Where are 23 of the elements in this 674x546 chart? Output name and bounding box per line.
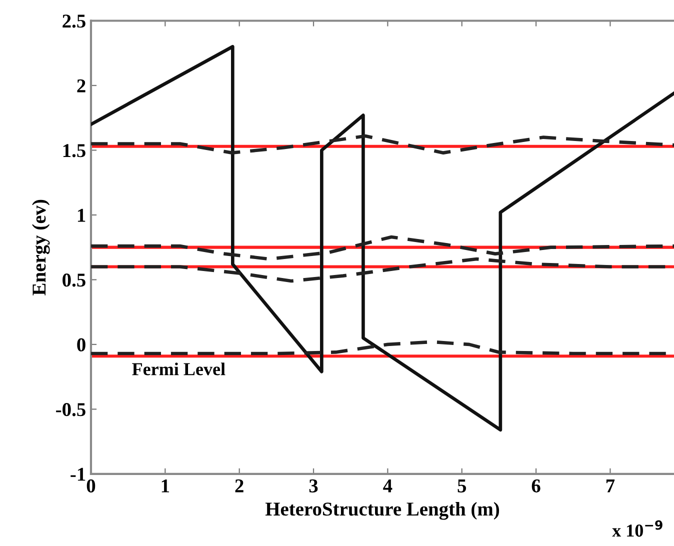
- y-tick-label: 2: [77, 79, 86, 92]
- line-series: [90, 235, 674, 261]
- x-tick-label: 3: [309, 479, 318, 492]
- line-series: [90, 44, 674, 432]
- y-tick-label: 1.5: [63, 144, 86, 158]
- x-tick-label: 5: [458, 480, 466, 492]
- y-tick-label: 2.5: [62, 14, 86, 28]
- y-axis-title: Energy (ev): [32, 200, 50, 296]
- x-tick-label: 2: [235, 479, 244, 492]
- x-tick-label: 1: [162, 479, 170, 492]
- y-tick-label: 0: [77, 338, 86, 352]
- ref-line-label: Fermi Level: [132, 362, 226, 376]
- y-tick-label: 0.5: [62, 274, 86, 287]
- x-tick-label: 6: [532, 479, 540, 492]
- x-tick-label: 7: [606, 480, 615, 492]
- y-tick-label: -1: [70, 468, 86, 481]
- x-axis-title: HeteroStructure Length (m): [265, 502, 500, 520]
- x-tick-label: 4: [383, 479, 392, 492]
- y-tick-label: -0.5: [56, 403, 86, 416]
- line-series: [90, 134, 674, 154]
- x-tick-label: 0: [86, 479, 96, 492]
- y-tick-label: 1: [78, 208, 86, 222]
- text: x 10$^{−9}$: [612, 520, 662, 537]
